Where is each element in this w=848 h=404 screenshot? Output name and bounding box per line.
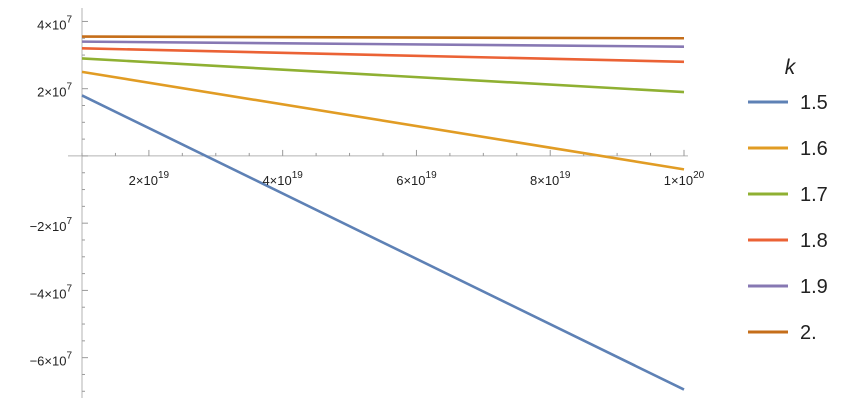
series-line-1-8 [81,47,685,64]
y-tick-label: −6×107 [30,351,73,369]
tick-labels: 2×1019 4×1019 6×1019 8×1019 1×1020 4×107 2×107… [30,14,705,368]
x-tick-label: 8×1019 [530,170,571,188]
x-tick-label: 4×1019 [262,170,303,188]
legend-label: 2. [800,322,817,344]
series-lines [81,35,685,391]
legend: k1.5 1.6 1.7 1.8 1.9 2. [748,56,828,344]
axes [68,8,688,398]
series-line-2 [81,35,685,40]
x-tick-label: 2×1019 [129,170,170,188]
legend-title: k [785,56,797,79]
legend-label: 1.7 [800,184,828,206]
series-line-1-7 [81,57,685,94]
series-line-1-6 [81,70,685,171]
x-tick-label: 6×1019 [396,170,437,188]
legend-label: 1.6 [800,138,828,160]
y-tick-label: 4×107 [37,14,72,32]
y-tick-label: 2×107 [37,82,72,100]
y-tick-label: −4×107 [30,283,73,301]
y-tick-label: −2×107 [30,216,73,234]
x-tick-label: 1×1020 [664,170,705,188]
series-line-1-5 [81,94,685,391]
legend-label: 1.5 [800,92,828,114]
series-line-1-9 [81,40,685,48]
legend-label: 1.8 [800,230,828,252]
legend-label: 1.9 [800,276,828,298]
